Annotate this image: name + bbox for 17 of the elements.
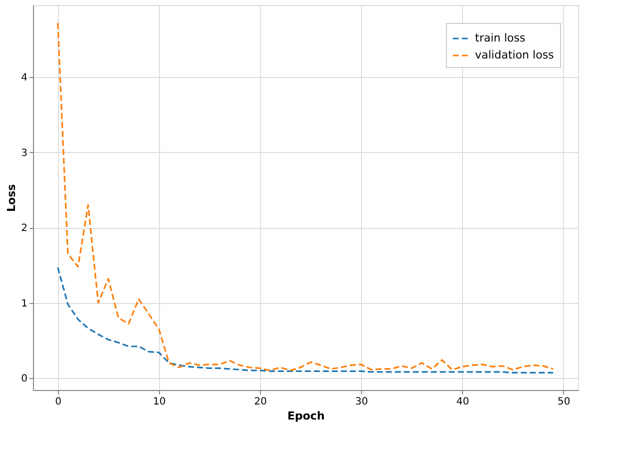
x-tick-label: 30 <box>355 396 368 408</box>
x-tick-label: 50 <box>557 396 570 408</box>
legend-label: train loss <box>475 32 526 44</box>
legend-label: validation loss <box>475 48 554 62</box>
x-axis-title: Epoch <box>287 410 325 422</box>
x-tick-label: 40 <box>456 396 470 408</box>
x-tick-label: 10 <box>153 396 166 408</box>
y-tick-label: 3 <box>21 148 28 159</box>
y-tick-label: 0 <box>21 373 28 384</box>
line-series <box>56 22 554 372</box>
x-tick-label: 20 <box>254 396 267 408</box>
x-tick-label: 0 <box>55 396 62 408</box>
line-series <box>56 266 554 374</box>
y-tick-label: 2 <box>21 223 28 234</box>
y-axis-title: Loss <box>5 184 18 212</box>
y-tick-label: 4 <box>21 72 28 84</box>
y-tick-label: 1 <box>21 298 28 310</box>
